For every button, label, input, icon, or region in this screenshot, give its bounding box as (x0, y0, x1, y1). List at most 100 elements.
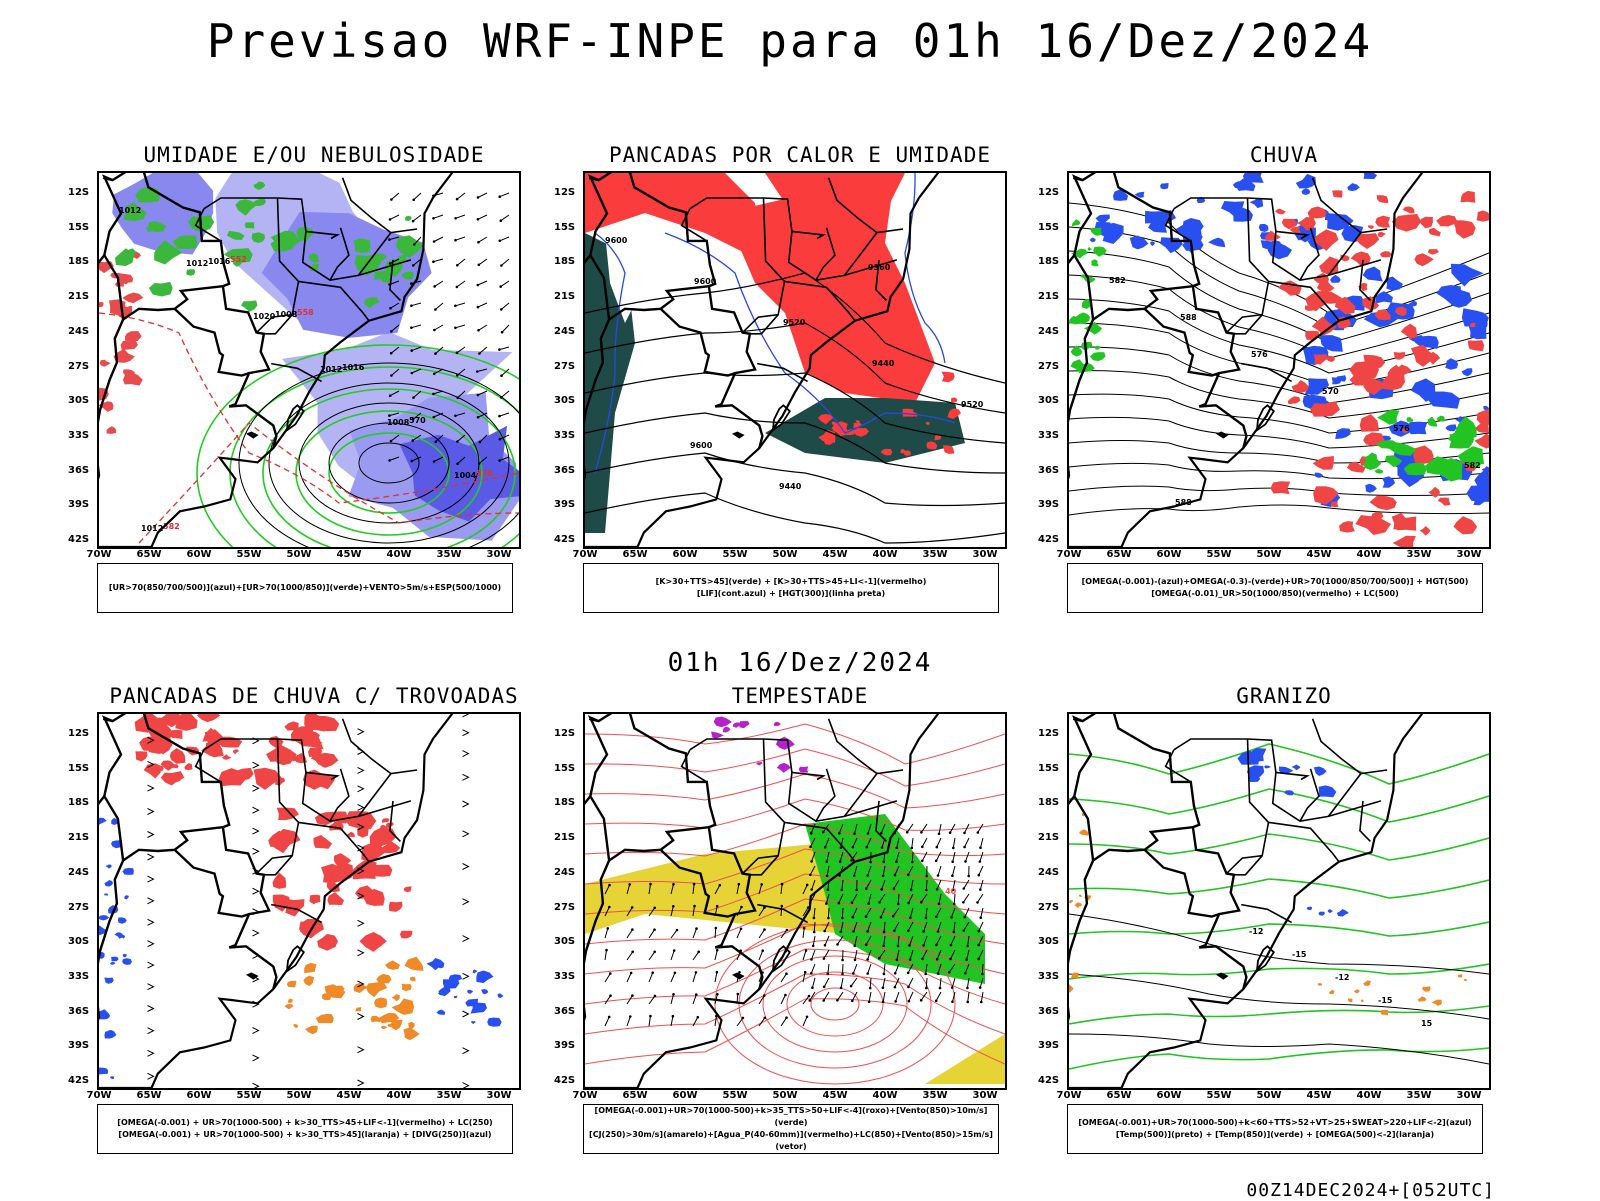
storm-orange (385, 960, 400, 970)
storm-red (197, 714, 220, 722)
contour-label: 570 (1322, 387, 1339, 396)
latitude-label: 30S (68, 395, 89, 406)
wind-vector (411, 303, 421, 306)
storm-red (389, 902, 403, 912)
omega-red (1355, 515, 1391, 535)
latitude-label: 42S (1038, 534, 1059, 545)
omega500-orange (1079, 894, 1082, 897)
wind-vector (908, 978, 913, 987)
wind-vector-head (840, 987, 843, 990)
wind-vector-head (827, 973, 830, 976)
wind-vector-head (894, 1000, 897, 1003)
wind-vector-head (410, 304, 413, 307)
latitude-label: 24S (68, 867, 89, 878)
streamline-arrow (253, 785, 259, 791)
wind-vector-head (896, 847, 899, 850)
wind-vector-head (803, 927, 806, 930)
wind-vector (501, 281, 509, 287)
wind-vector-head (477, 196, 480, 199)
latitude-label: 24S (554, 326, 575, 337)
wind-vector-head (390, 440, 393, 443)
longitude-label: 50W (287, 1090, 312, 1101)
longitude-label: 40W (387, 549, 412, 560)
wind-vector-head (738, 883, 741, 886)
omega-red (1305, 331, 1319, 340)
legend-line: [UR>70(850/700/500)](azul)+[UR>70(1000/8… (109, 582, 501, 594)
latitude-label: 15S (1038, 222, 1059, 233)
panel-title: PANCADAS DE CHUVA C/ TROVOADAS (54, 684, 574, 708)
wind-vector (413, 215, 421, 221)
wind-vector-head (477, 416, 480, 419)
wind-vector-head (909, 916, 912, 919)
pw-contour (585, 799, 1005, 830)
longitude-label: 70W (1057, 1090, 1082, 1101)
divg-blue (110, 962, 115, 965)
wind-vector-head (609, 994, 612, 997)
wind-vector-head (388, 459, 391, 462)
wind-vector-head (410, 326, 413, 329)
wind-vector-head (935, 1000, 938, 1003)
wind-vector-head (935, 860, 938, 863)
divg-blue (487, 1018, 502, 1027)
wind-vector (824, 978, 829, 987)
omega500-orange (1329, 990, 1334, 995)
omega-blue (1364, 173, 1378, 179)
wind-vector-head (979, 846, 982, 849)
wind-vector-head (894, 972, 897, 975)
longitude-label: 55W (723, 1090, 748, 1101)
longitude-label: 65W (137, 1090, 162, 1101)
divg-blue (99, 818, 107, 825)
omega-red (1420, 217, 1433, 229)
panel-title: PANCADAS POR CALOR E UMIDADE (540, 143, 1060, 167)
longitude-label: 45W (337, 549, 362, 560)
streamline-arrow (148, 832, 154, 838)
wind-vector-head (654, 995, 657, 998)
hail-blue (1250, 775, 1261, 782)
wind-vector (963, 894, 969, 902)
wind-vector-head (805, 949, 808, 952)
streamline-arrow (358, 729, 364, 735)
wind-vector-head (389, 394, 392, 397)
wind-vector-head (827, 889, 830, 892)
latitude-label: 36S (554, 465, 575, 476)
wind-vector-head (836, 943, 839, 946)
wind-vector (479, 259, 487, 265)
wind-vector (981, 838, 984, 848)
wind-vector-head (823, 930, 826, 933)
latitude-label: 21S (1038, 291, 1059, 302)
wind-vector (715, 950, 717, 960)
longitude-label: 40W (1357, 549, 1382, 560)
wind-vector (435, 303, 443, 310)
streamline-arrow (463, 774, 469, 780)
wind-vector-head (840, 931, 843, 934)
latitude-label: 18S (1038, 797, 1059, 808)
border-line (1276, 772, 1308, 779)
storm-red (352, 860, 377, 879)
wind-vector-head (388, 414, 391, 417)
streamline-arrow (253, 1055, 259, 1061)
latitude-label: 36S (68, 465, 89, 476)
moisture-speckle (353, 238, 370, 253)
wind-vector (922, 852, 927, 861)
storm-orange (355, 1007, 361, 1011)
omega-red (1377, 195, 1389, 203)
wind-vector-head (893, 887, 896, 890)
wind-vector-head (410, 349, 413, 352)
border-line (1199, 946, 1246, 989)
latitude-label: 18S (68, 256, 89, 267)
divg-blue (122, 868, 133, 875)
omega500-orange (1071, 973, 1079, 979)
omega-blue (1445, 358, 1458, 370)
storm-orange (366, 982, 387, 998)
streamline-arrow (148, 984, 154, 990)
wind-vector (501, 215, 509, 221)
wind-vector-head (841, 889, 844, 892)
wind-vector (502, 325, 509, 332)
wind-vector-head (653, 907, 656, 910)
contour-label: 1012 (119, 206, 141, 215)
divg-blue (105, 864, 112, 868)
wind-vector-head (456, 286, 459, 289)
storm-orange (392, 994, 400, 1001)
divg-blue (471, 1021, 476, 1024)
